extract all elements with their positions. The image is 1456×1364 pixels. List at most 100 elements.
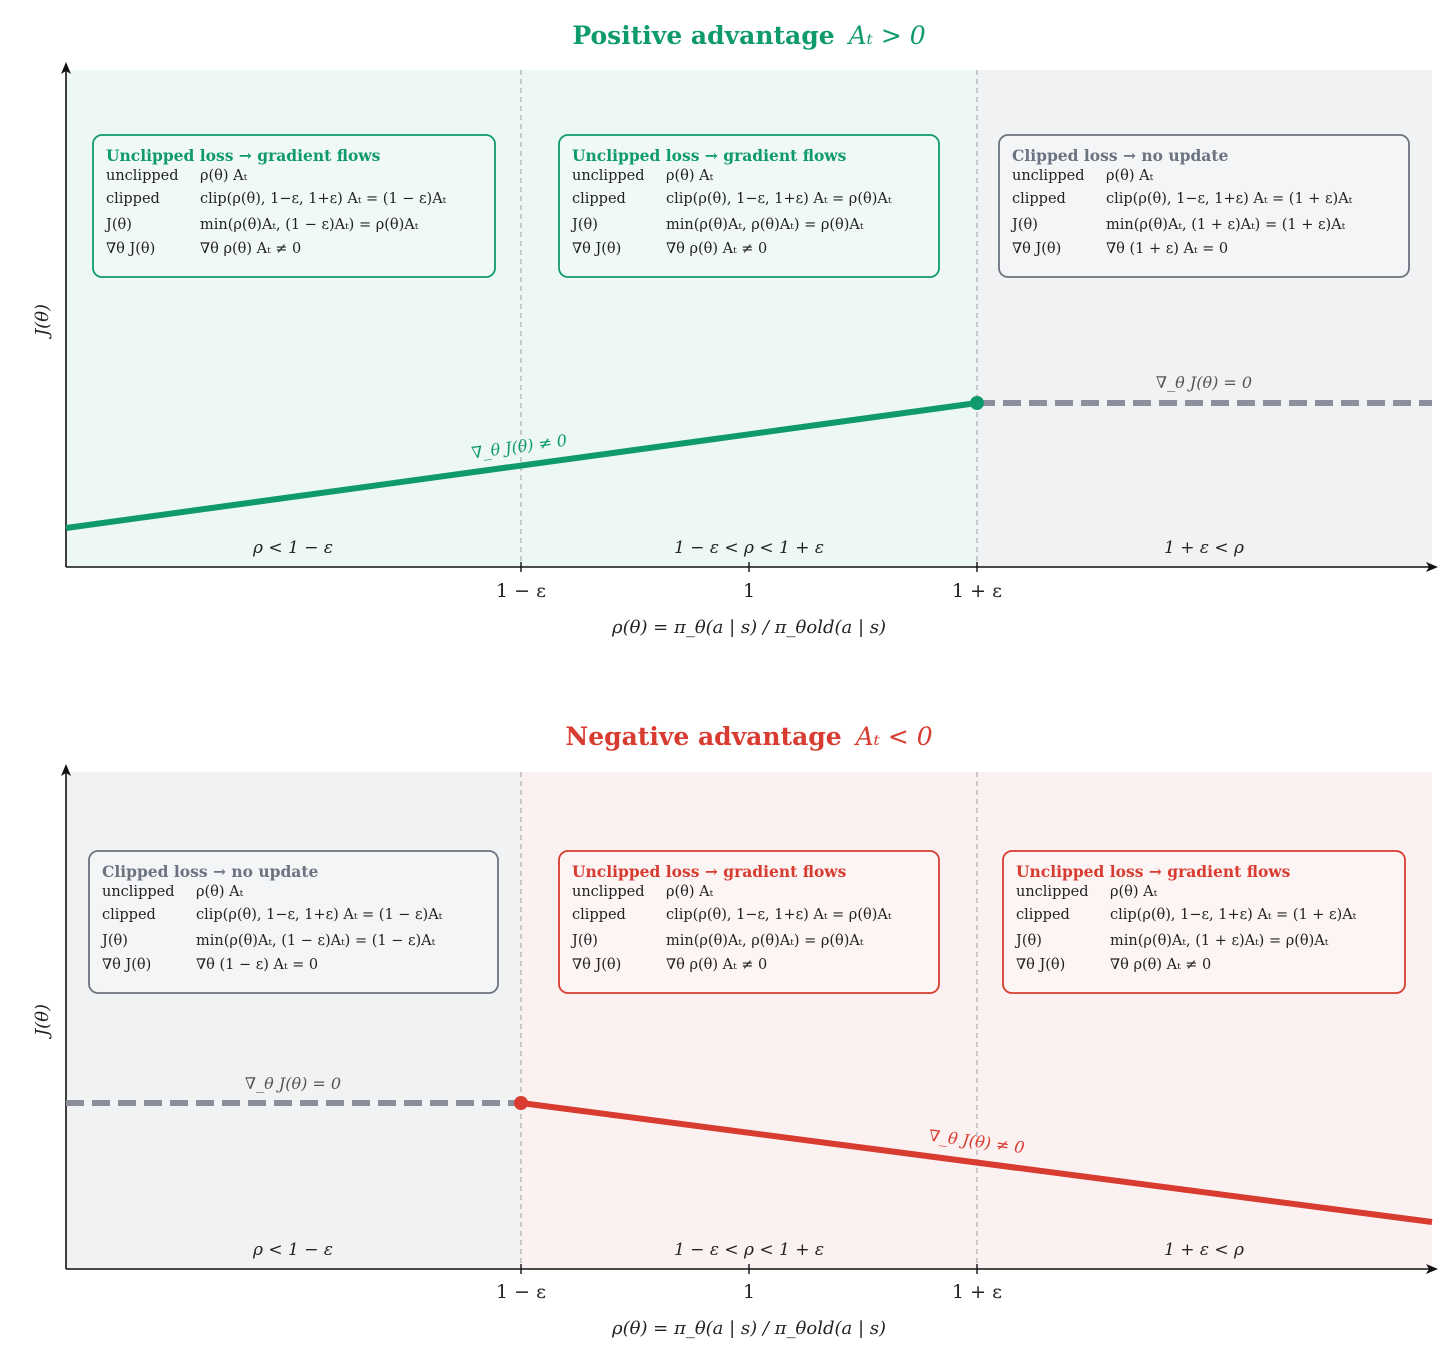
info-box-row-value: min(ρ(θ)Aₜ, ρ(θ)Aₜ) = ρ(θ)Aₜ bbox=[666, 217, 864, 233]
info-box-row-value: clip(ρ(θ), 1−ε, 1+ε) Aₜ = (1 − ε)Aₜ bbox=[196, 907, 443, 923]
region-label: 1 + ε < ρ bbox=[1164, 538, 1244, 558]
info-box-frame bbox=[1002, 850, 1406, 994]
info-box-row-value: min(ρ(θ)Aₜ, ρ(θ)Aₜ) = ρ(θ)Aₜ bbox=[666, 933, 864, 949]
info-box-row-label: unclipped bbox=[572, 168, 645, 184]
info-box-row-label: J(θ) bbox=[100, 933, 128, 949]
info-box-header: Clipped loss → no update bbox=[102, 862, 318, 881]
info-box-row-value: clip(ρ(θ), 1−ε, 1+ε) Aₜ = (1 + ε)Aₜ bbox=[1106, 191, 1353, 207]
info-box-row-value: clip(ρ(θ), 1−ε, 1+ε) Aₜ = ρ(θ)Aₜ bbox=[666, 191, 892, 207]
region-label: 1 + ε < ρ bbox=[1164, 1240, 1244, 1260]
info-box-row-value: ρ(θ) Aₜ bbox=[1106, 168, 1154, 184]
info-box-row-label: J(θ) bbox=[1010, 217, 1038, 233]
panel-positive: Positive advantage Aₜ > 0 1 − ε 1 1 + ε ρ < 1… bbox=[32, 21, 1438, 638]
region-label: ρ < 1 − ε bbox=[252, 1240, 333, 1260]
region-background bbox=[521, 772, 977, 1269]
info-box-row-value: min(ρ(θ)Aₜ, (1 + ε)Aₜ) = (1 + ε)Aₜ bbox=[1106, 217, 1346, 233]
x-axis-label: ρ(θ) = π_θ(a | s) / π_θold(a | s) bbox=[611, 617, 886, 638]
info-box-row-value: ρ(θ) Aₜ bbox=[666, 884, 714, 900]
info-box-row-value: min(ρ(θ)Aₜ, (1 − ε)Aₜ) = ρ(θ)Aₜ bbox=[200, 217, 419, 233]
panel-title-math: Aₜ < 0 bbox=[854, 722, 933, 751]
info-box-row-value: ρ(θ) Aₜ bbox=[200, 168, 248, 184]
panel-title-text: Positive advantage bbox=[572, 21, 834, 50]
info-box: Clipped loss → no update unclipped ρ(θ) Aₜ… bbox=[998, 134, 1410, 278]
clip-point-marker bbox=[514, 1096, 528, 1110]
info-box: Unclipped loss → gradient flows unclipped… bbox=[558, 134, 940, 278]
info-box-row-value: ∇θ ρ(θ) Aₜ ≠ 0 bbox=[200, 241, 301, 257]
info-box-row-label: J(θ) bbox=[570, 933, 598, 949]
region-background bbox=[977, 772, 1432, 1269]
info-box-row-label: clipped bbox=[572, 191, 626, 207]
region-background bbox=[521, 70, 977, 567]
clip-point-marker bbox=[970, 396, 984, 410]
panel-title: Negative advantage Aₜ < 0 bbox=[565, 722, 932, 751]
info-box-row-label: unclipped bbox=[1012, 168, 1085, 184]
info-box-row-label: clipped bbox=[102, 907, 156, 923]
x-tick-label: 1 bbox=[743, 580, 755, 602]
info-box-row-label: clipped bbox=[106, 191, 160, 207]
info-box-row-value: ∇θ (1 − ε) Aₜ = 0 bbox=[196, 957, 318, 973]
info-box-row-value: ρ(θ) Aₜ bbox=[666, 168, 714, 184]
objective-slope-line bbox=[520, 1100, 1433, 1225]
info-box-row-value: clip(ρ(θ), 1−ε, 1+ε) Aₜ = (1 − ε)Aₜ bbox=[200, 191, 447, 207]
info-box-row-label: unclipped bbox=[106, 168, 179, 184]
info-box-row-value: min(ρ(θ)Aₜ, (1 + ε)Aₜ) = ρ(θ)Aₜ bbox=[1110, 933, 1329, 949]
info-box-header: Unclipped loss → gradient flows bbox=[572, 146, 847, 165]
region-background bbox=[66, 772, 521, 1269]
info-box-row-value: ρ(θ) Aₜ bbox=[196, 884, 244, 900]
info-box-row-label: ∇θ J(θ) bbox=[572, 241, 621, 257]
flat-annotation: ∇_θ J(θ) = 0 bbox=[245, 1074, 341, 1093]
info-box-frame bbox=[998, 134, 1410, 278]
info-box-header: Clipped loss → no update bbox=[1012, 146, 1228, 165]
info-box-row-label: ∇θ J(θ) bbox=[1016, 957, 1065, 973]
info-box-row-label: ∇θ J(θ) bbox=[102, 957, 151, 973]
y-axis-label: J(θ) bbox=[32, 304, 53, 340]
info-box: Unclipped loss → gradient flows unclipped… bbox=[1002, 850, 1406, 994]
info-box-row-value: min(ρ(θ)Aₜ, (1 − ε)Aₜ) = (1 − ε)Aₜ bbox=[196, 933, 436, 949]
info-box: Clipped loss → no update unclipped ρ(θ) Aₜ… bbox=[88, 850, 499, 994]
info-box-row-value: ∇θ ρ(θ) Aₜ ≠ 0 bbox=[1110, 957, 1211, 973]
info-box-row-label: unclipped bbox=[102, 884, 175, 900]
x-axis-label: ρ(θ) = π_θ(a | s) / π_θold(a | s) bbox=[611, 1318, 886, 1339]
info-box-row-label: J(θ) bbox=[1014, 933, 1042, 949]
info-box-row-value: ∇θ ρ(θ) Aₜ ≠ 0 bbox=[666, 957, 767, 973]
region-label: 1 − ε < ρ < 1 + ε bbox=[674, 538, 824, 558]
info-box-row-value: ρ(θ) Aₜ bbox=[1110, 884, 1158, 900]
info-box-row-value: ∇θ ρ(θ) Aₜ ≠ 0 bbox=[666, 241, 767, 257]
info-box-header: Unclipped loss → gradient flows bbox=[572, 862, 847, 881]
info-box-row-label: ∇θ J(θ) bbox=[1012, 241, 1061, 257]
y-axis-label: J(θ) bbox=[32, 1004, 53, 1040]
info-box: Unclipped loss → gradient flows unclipped… bbox=[92, 134, 496, 278]
info-box-frame bbox=[558, 134, 940, 278]
info-box-row-label: unclipped bbox=[572, 884, 645, 900]
info-box: Unclipped loss → gradient flows unclipped… bbox=[558, 850, 940, 994]
x-tick-label: 1 + ε bbox=[952, 580, 1002, 602]
info-box-row-label: ∇θ J(θ) bbox=[106, 241, 155, 257]
x-tick-label: 1 bbox=[743, 1281, 755, 1303]
x-tick-label: 1 + ε bbox=[952, 1281, 1002, 1303]
info-box-row-label: clipped bbox=[1016, 907, 1070, 923]
x-tick-label: 1 − ε bbox=[496, 580, 546, 602]
info-box-row-label: J(θ) bbox=[570, 217, 598, 233]
info-box-row-value: clip(ρ(θ), 1−ε, 1+ε) Aₜ = ρ(θ)Aₜ bbox=[666, 907, 892, 923]
objective-slope-line bbox=[65, 400, 978, 531]
info-box-row-label: unclipped bbox=[1016, 884, 1089, 900]
region-label: 1 − ε < ρ < 1 + ε bbox=[674, 1240, 824, 1260]
info-box-header: Unclipped loss → gradient flows bbox=[106, 146, 381, 165]
info-box-row-label: clipped bbox=[1012, 191, 1066, 207]
info-box-row-label: J(θ) bbox=[104, 217, 132, 233]
info-box-row-label: ∇θ J(θ) bbox=[572, 957, 621, 973]
info-box-row-value: clip(ρ(θ), 1−ε, 1+ε) Aₜ = (1 + ε)Aₜ bbox=[1110, 907, 1357, 923]
x-tick-label: 1 − ε bbox=[496, 1281, 546, 1303]
flat-annotation: ∇_θ J(θ) = 0 bbox=[1156, 373, 1252, 392]
panel-negative: Negative advantage Aₜ < 0 1 − ε 1 1 + ε ρ < 1… bbox=[32, 722, 1438, 1339]
info-box-row-label: clipped bbox=[572, 907, 626, 923]
info-box-row-value: ∇θ (1 + ε) Aₜ = 0 bbox=[1106, 241, 1228, 257]
info-box-frame bbox=[92, 134, 496, 278]
panel-title-math: Aₜ > 0 bbox=[847, 21, 926, 50]
info-box-frame bbox=[558, 850, 940, 994]
panel-title: Positive advantage Aₜ > 0 bbox=[572, 21, 925, 50]
region-background bbox=[66, 70, 521, 567]
info-box-header: Unclipped loss → gradient flows bbox=[1016, 862, 1291, 881]
region-background bbox=[977, 70, 1432, 567]
